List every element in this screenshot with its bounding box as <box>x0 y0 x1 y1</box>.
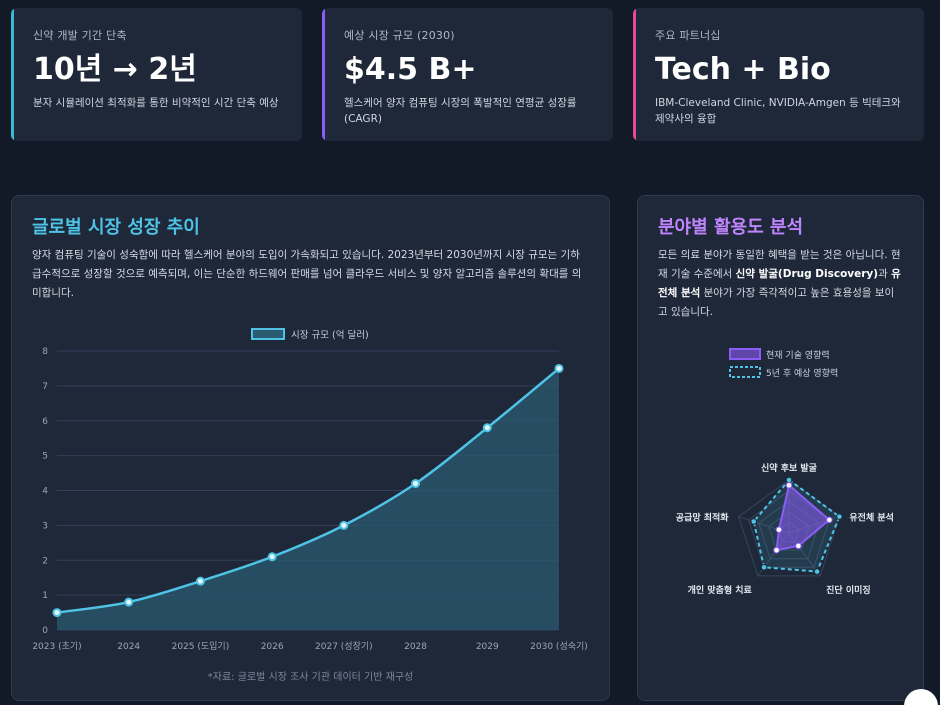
data-point <box>339 520 349 530</box>
market-line-chart: 0 1 2 3 4 5 6 7 8 2023 (초기) 2024 2025 (도입기) 2026 2027… <box>32 328 588 652</box>
radar-series <box>775 483 831 552</box>
stat-desc: IBM-Cleveland Clinic, NVIDIA-Amgen 등 빅테크… <box>655 97 901 125</box>
x-tick-label: 2028 <box>404 642 427 652</box>
stat-label: 예상 시장 규모 (2030) <box>344 29 455 42</box>
application-desc: 모든 의료 분야가 동일한 혜택을 받는 것은 아닙니다. 현재 기술 수준에서… <box>658 246 903 322</box>
legend-label: 5년 후 예상 영향력 <box>766 367 838 379</box>
radar-axis-label: 개인 맞춤형 치료 <box>688 584 753 596</box>
data-point <box>267 552 277 562</box>
radar-axis-label: 신약 후보 발굴 <box>761 462 818 474</box>
market-desc: 양자 컴퓨팅 기술이 성숙함에 따라 헬스케어 분야의 도입이 가속화되고 있습… <box>32 249 582 299</box>
radar-point <box>785 482 793 489</box>
y-tick-label: 5 <box>42 452 48 462</box>
application-panel: 분야별 활용도 분석 모든 의료 분야가 동일한 혜택을 받는 것은 아닙니다.… <box>637 195 924 701</box>
stat-value: $4.5 B+ <box>344 52 477 87</box>
y-tick-label: 1 <box>42 591 48 601</box>
x-tick-label: 2029 <box>476 642 499 652</box>
y-tick-label: 6 <box>42 417 48 427</box>
y-tick-label: 2 <box>42 556 48 566</box>
radar-axis-label: 공급망 최적화 <box>676 512 730 524</box>
legend-label: 현재 기술 영향력 <box>766 349 830 361</box>
stat-card-partnership: 주요 파트너십 Tech + Bio IBM-Cleveland Clinic,… <box>633 8 924 141</box>
desc-bold-drug: 신약 발굴(Drug Discovery) <box>735 268 879 280</box>
radar-point <box>775 526 783 534</box>
radar-point <box>795 542 802 550</box>
y-tick-label: 3 <box>42 521 48 531</box>
x-tick-label: 2027 (성장기) <box>315 641 373 652</box>
floating-action-button[interactable] <box>904 689 938 705</box>
y-tick-label: 8 <box>42 347 48 357</box>
data-point <box>554 363 564 373</box>
market-title: 글로벌 시장 성장 추이 <box>32 217 200 238</box>
radar-point <box>785 476 793 484</box>
legend-label: 시장 규모 (억 달러) <box>291 329 369 341</box>
stat-card-market-size: 예상 시장 규모 (2030) $4.5 B+ 헬스케어 양자 컴퓨팅 시장의 … <box>322 8 613 141</box>
data-point <box>411 479 421 489</box>
legend-swatch <box>729 348 761 360</box>
radar-axis-label: 진단 이미징 <box>826 584 871 596</box>
radar-point <box>826 516 833 524</box>
radar-point <box>750 518 758 525</box>
desc-part: 모든 의료 분야가 동일한 혜택을 받는 것은 아닙니다. 현재 기술 수준에서 <box>658 249 901 280</box>
x-tick-label: 2030 (성숙기) <box>530 641 588 652</box>
data-point <box>52 608 62 618</box>
y-tick-label: 7 <box>42 382 48 392</box>
x-tick-label: 2024 <box>117 642 140 652</box>
radar-point <box>760 564 768 571</box>
stat-desc: 헬스케어 양자 컴퓨팅 시장의 폭발적인 연평균 성장률(CAGR) <box>344 97 577 125</box>
stat-label: 주요 파트너십 <box>655 29 721 42</box>
stat-value: Tech + Bio <box>655 52 831 87</box>
stat-desc: 분자 시뮬레이션 최적화를 통한 비약적인 시간 단축 예상 <box>33 97 279 109</box>
x-tick-label: 2026 <box>261 642 284 652</box>
desc-part: 분야가 가장 즉각적이고 높은 효용성을 보이고 있습니다. <box>658 287 895 318</box>
market-growth-panel: 글로벌 시장 성장 추이 양자 컴퓨팅 기술이 성숙함에 따라 헬스케어 분야의… <box>11 195 610 701</box>
source-note: *자료: 글로벌 시장 조사 기관 데이터 기반 재구성 <box>207 672 414 683</box>
y-tick-label: 0 <box>42 626 48 636</box>
radar-axis-label: 유전체 분석 <box>849 512 894 524</box>
radar-point <box>773 546 780 554</box>
data-point <box>482 423 492 433</box>
legend-swatch <box>251 328 285 340</box>
data-point <box>195 576 205 586</box>
x-tick-label: 2023 (초기) <box>32 641 81 652</box>
x-tick-label: 2025 (도입기) <box>172 640 230 652</box>
legend-swatch <box>729 366 761 378</box>
stat-card-dev-time: 신약 개발 기간 단축 10년 → 2년 분자 시뮬레이션 최적화를 통한 비약… <box>11 8 302 141</box>
y-tick-label: 4 <box>42 487 48 497</box>
stat-label: 신약 개발 기간 단축 <box>33 29 127 42</box>
radar-point <box>813 568 821 575</box>
radar-point <box>836 513 843 520</box>
desc-part: 과 <box>878 268 892 280</box>
stat-value: 10년 → 2년 <box>33 52 197 87</box>
desc-bold-genome: 유전체 분석 <box>658 268 901 299</box>
series-area <box>57 368 559 630</box>
application-title: 분야별 활용도 분석 <box>658 217 804 238</box>
data-point <box>124 597 134 607</box>
